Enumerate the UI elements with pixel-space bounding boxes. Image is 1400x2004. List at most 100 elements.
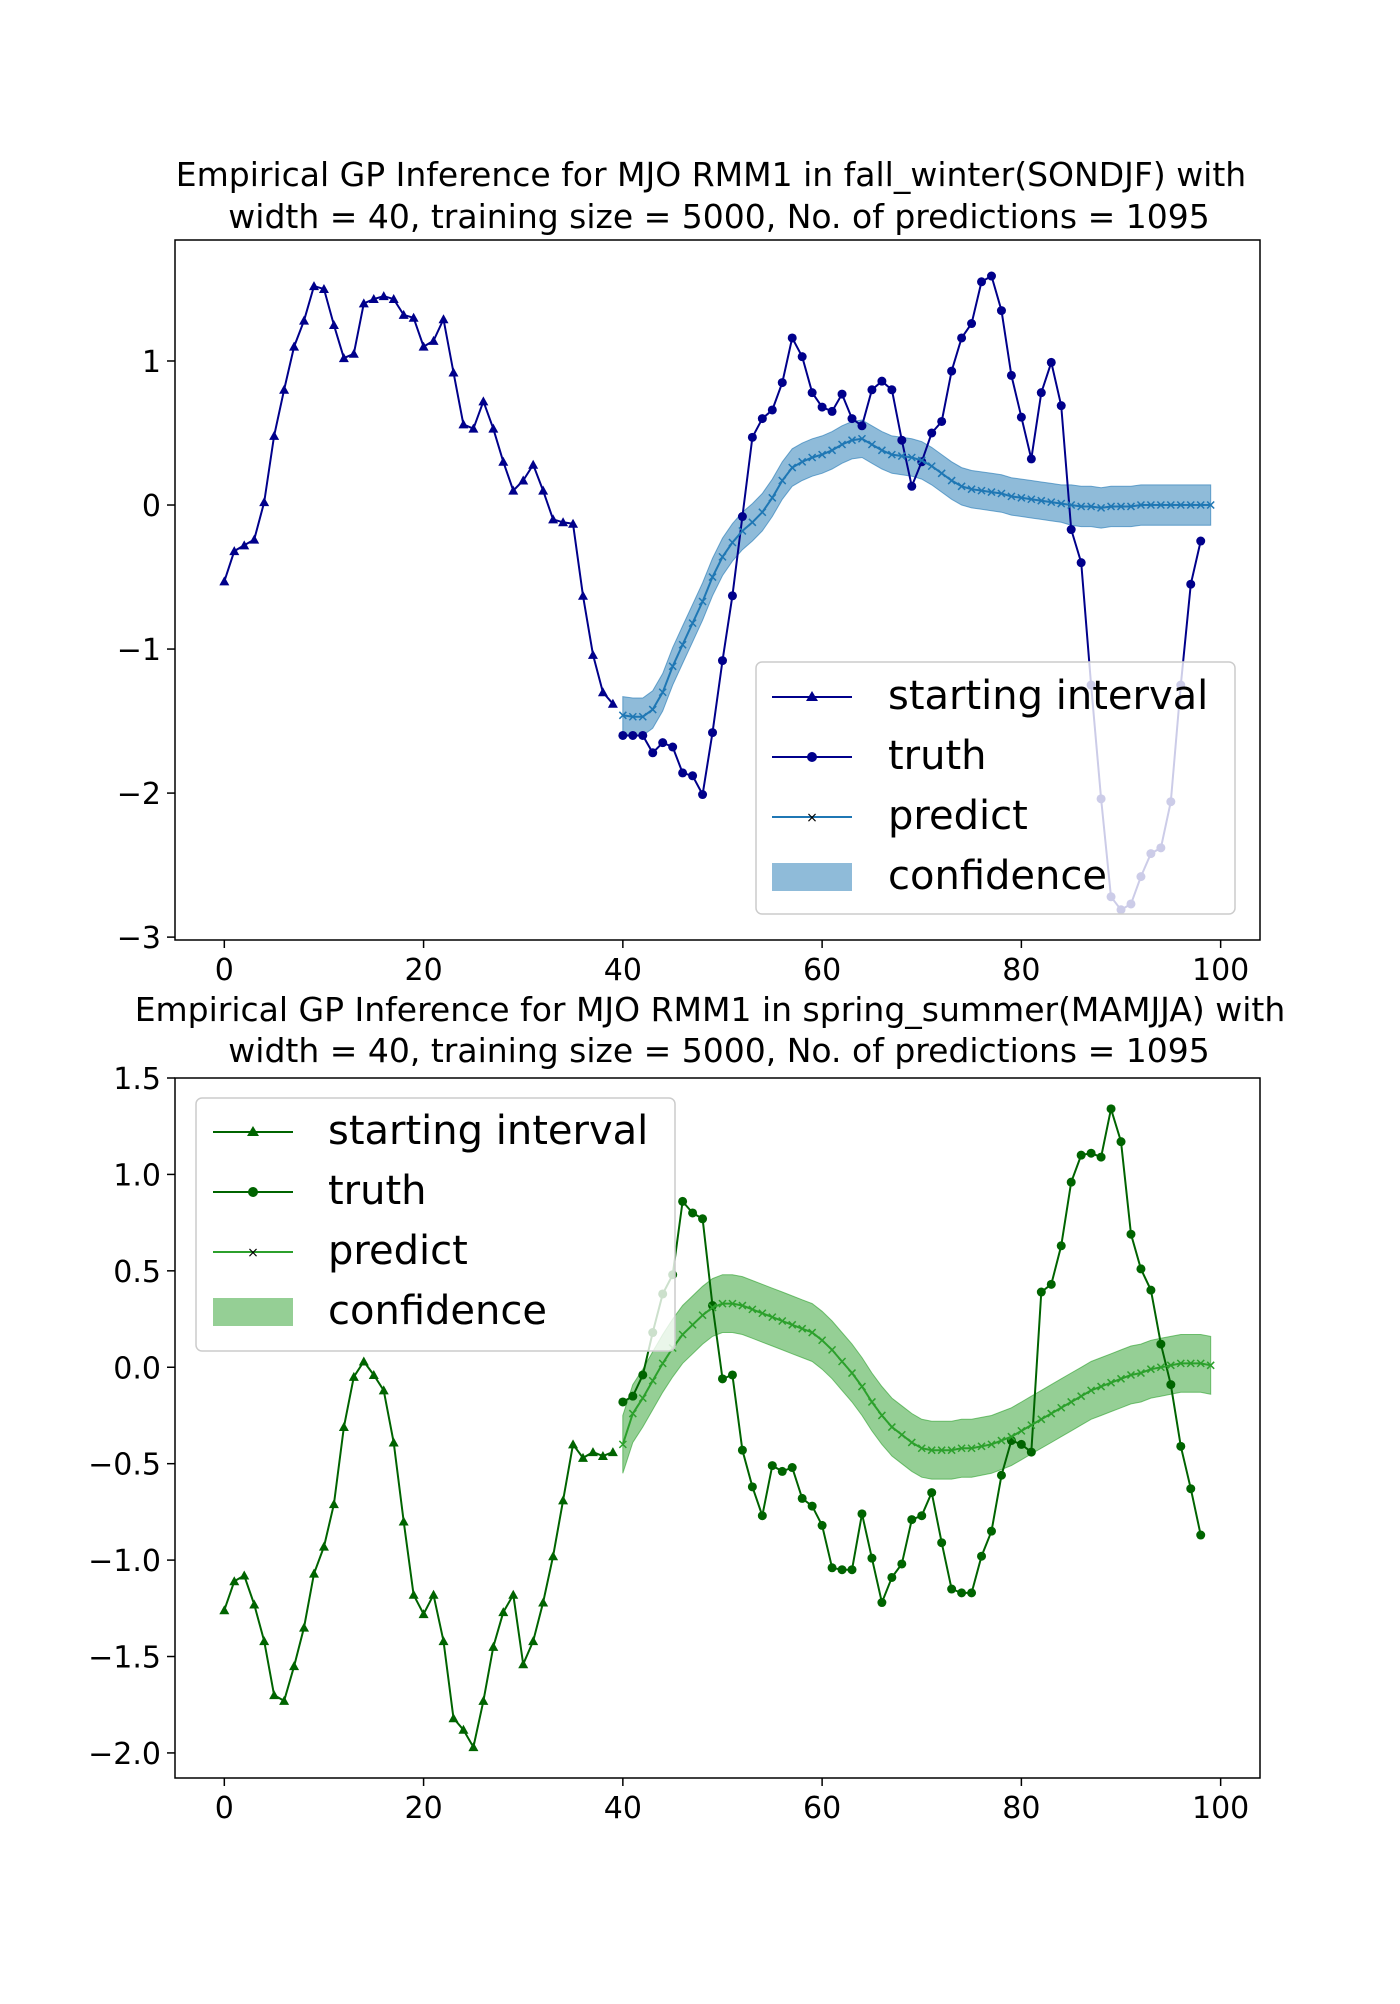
predict-point bbox=[728, 1299, 737, 1308]
truth-point bbox=[887, 1572, 897, 1582]
starting-interval-point bbox=[597, 1450, 608, 1460]
truth-point bbox=[737, 512, 747, 522]
y-tick-label: −1 bbox=[117, 633, 161, 668]
y-tick-label: −0.5 bbox=[88, 1448, 161, 1483]
x-tick-label: 20 bbox=[404, 953, 442, 988]
truth-point bbox=[638, 1370, 648, 1380]
truth-point bbox=[757, 1511, 767, 1521]
truth-point bbox=[1186, 579, 1196, 589]
starting-interval-point bbox=[398, 1516, 409, 1526]
truth-point bbox=[1156, 1339, 1166, 1349]
x-tick-label: 40 bbox=[604, 1791, 642, 1826]
truth-point bbox=[757, 414, 767, 424]
starting-interval-point bbox=[378, 1385, 389, 1395]
starting-interval-point bbox=[229, 1576, 240, 1586]
predict-point bbox=[967, 485, 976, 494]
chart-1: Empirical GP Inference for MJO RMM1 in f… bbox=[117, 155, 1261, 988]
predict-point bbox=[708, 573, 717, 582]
predict-point bbox=[997, 489, 1006, 498]
starting-interval-point bbox=[438, 314, 449, 324]
starting-interval-line bbox=[223, 1359, 614, 1750]
predict-point bbox=[798, 1324, 807, 1333]
truth-point bbox=[1066, 525, 1076, 535]
predict-point bbox=[1186, 500, 1195, 510]
legend-truth-label: truth bbox=[888, 733, 987, 779]
starting-interval-line bbox=[223, 284, 614, 705]
predict-point bbox=[847, 1369, 857, 1378]
predict-point bbox=[1126, 502, 1136, 511]
legend-truth-label: truth bbox=[328, 1168, 427, 1214]
predict-point bbox=[658, 688, 667, 697]
predict-point bbox=[778, 476, 787, 485]
starting-interval-point bbox=[279, 1695, 290, 1705]
truth-point bbox=[777, 378, 787, 388]
y-tick-label: 0.0 bbox=[113, 1351, 161, 1386]
y-tick-label: 0 bbox=[142, 489, 161, 524]
x-tick-label: 80 bbox=[1002, 1791, 1040, 1826]
truth-point bbox=[947, 366, 957, 376]
starting-interval-point bbox=[548, 1551, 559, 1561]
truth-point bbox=[996, 1470, 1006, 1480]
starting-interval-point bbox=[597, 687, 608, 697]
truth-point bbox=[1016, 412, 1026, 422]
starting-interval-point bbox=[338, 1422, 349, 1432]
predict-point bbox=[927, 462, 936, 471]
predict-point bbox=[847, 436, 857, 445]
predict-point bbox=[897, 1430, 906, 1439]
starting-interval-point bbox=[488, 423, 499, 433]
starting-interval-point bbox=[518, 1659, 529, 1669]
truth-point bbox=[897, 1559, 907, 1569]
truth-point bbox=[767, 1461, 777, 1471]
predict-point bbox=[1077, 1392, 1086, 1401]
predict-point bbox=[808, 1328, 817, 1337]
starting-interval-point bbox=[308, 281, 319, 291]
predict-point bbox=[1176, 500, 1185, 510]
predict-point bbox=[798, 457, 807, 466]
x-tick-label: 40 bbox=[604, 953, 642, 988]
y-tick-label: 1.0 bbox=[113, 1158, 161, 1193]
starting-interval-point bbox=[388, 1437, 399, 1447]
truth-point bbox=[817, 1520, 827, 1530]
chart-1-legend: starting interval truth × predict confid… bbox=[755, 661, 1236, 915]
truth-point bbox=[996, 306, 1006, 316]
starting-interval-point bbox=[299, 1622, 310, 1632]
starting-interval-point bbox=[269, 430, 280, 440]
truth-point bbox=[887, 385, 897, 395]
truth-point bbox=[1036, 1287, 1046, 1297]
truth-point bbox=[897, 435, 907, 445]
legend-truth-marker bbox=[807, 752, 817, 762]
truth-point bbox=[967, 319, 977, 329]
chart-2-title-line-1: Empirical GP Inference for MJO RMM1 in s… bbox=[135, 990, 1286, 1029]
predict-point bbox=[947, 476, 956, 485]
predict-point bbox=[1017, 1426, 1026, 1435]
predict-point bbox=[1097, 1382, 1106, 1391]
starting-interval-point bbox=[508, 485, 519, 495]
chart-1-axes: 0 20 40 60 80 100 −3 −2 −1 0 1 bbox=[117, 239, 1261, 988]
truth-point bbox=[927, 1488, 937, 1498]
starting-interval-point bbox=[289, 341, 300, 351]
starting-interval-point bbox=[318, 1541, 329, 1551]
predict-point bbox=[857, 434, 866, 443]
truth-point bbox=[777, 1466, 787, 1476]
truth-point bbox=[1196, 536, 1206, 546]
predict-point bbox=[867, 1397, 876, 1407]
truth-point bbox=[1056, 1241, 1066, 1251]
truth-point bbox=[867, 385, 877, 395]
x-tick-label: 80 bbox=[1002, 953, 1040, 988]
starting-interval-point bbox=[518, 475, 529, 485]
x-tick-label: 20 bbox=[404, 1791, 442, 1826]
predict-point bbox=[818, 450, 827, 459]
predict-point bbox=[828, 1345, 837, 1354]
truth-point bbox=[857, 421, 867, 431]
truth-point bbox=[1076, 1150, 1086, 1160]
starting-interval-point bbox=[348, 348, 359, 358]
chart-2-axes: 0 20 40 60 80 100 −2.0 −1.5 −1.0 −0.5 0.0 0.5 1.0 1.5 bbox=[88, 1062, 1261, 1826]
starting-interval-point bbox=[458, 1724, 469, 1734]
predict-point bbox=[937, 1446, 946, 1455]
confidence-band bbox=[622, 1274, 1212, 1480]
truth-point bbox=[618, 1397, 628, 1407]
predict-point bbox=[1067, 500, 1076, 510]
truth-point bbox=[1106, 1104, 1116, 1114]
starting-interval-point bbox=[259, 1636, 270, 1646]
